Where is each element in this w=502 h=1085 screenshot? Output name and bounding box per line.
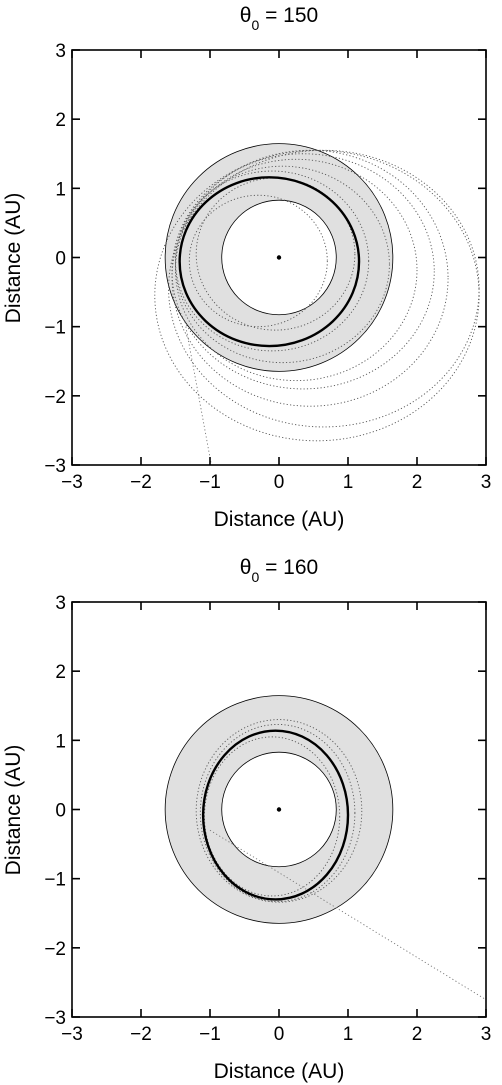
- y-tick-label: 2: [55, 110, 66, 131]
- plot-content: [154, 143, 480, 465]
- x-axis-title: Distance (AU): [214, 508, 345, 531]
- dotted-orbit: [195, 177, 356, 331]
- central-star: [276, 255, 282, 260]
- x-tick-label: 3: [481, 472, 492, 493]
- dotted-orbit: [175, 165, 390, 364]
- panel-theta-150: θ0 = 150 −3 −2 −1 0 1 2 3 3 2 1 0 −1 −2 −3 Distance (…: [2, 4, 491, 531]
- y-tick-label: 0: [55, 801, 66, 822]
- plot-area: −3 −2 −1 0 1 2 3 3 2 1 0 −1 −2 −3: [44, 593, 491, 1045]
- dotted-orbit: [175, 170, 370, 352]
- x-tick-label: 1: [343, 1024, 354, 1045]
- y-axis-title: Distance (AU): [2, 193, 25, 324]
- y-tick-label: 0: [55, 249, 66, 270]
- main-orbit: [178, 176, 361, 348]
- panel-title: θ0 = 150: [240, 4, 318, 33]
- x-tick-label: 0: [274, 1024, 285, 1045]
- y-tick-label: 1: [55, 179, 66, 200]
- x-tick-label: −3: [61, 1024, 83, 1045]
- dotted-orbit: [188, 194, 328, 328]
- x-tick-label: −1: [199, 1024, 221, 1045]
- dotted-orbit: [154, 149, 480, 442]
- dotted-orbit: [204, 736, 341, 897]
- x-tick-label: 3: [481, 1024, 492, 1045]
- central-star: [276, 807, 282, 812]
- dotted-orbit: [171, 153, 435, 390]
- y-tick-label: 3: [55, 41, 66, 62]
- panel-title: θ0 = 160: [240, 556, 318, 585]
- y-tick-label: −1: [44, 870, 66, 891]
- x-tick-label: −3: [61, 472, 83, 493]
- habitable-annulus: [164, 143, 394, 372]
- plot-content: [164, 695, 486, 1001]
- x-tick-label: 1: [343, 472, 354, 493]
- y-axis-title: Distance (AU): [2, 745, 25, 876]
- dotted-orbit: [199, 723, 356, 902]
- y-tick-label: −3: [44, 456, 66, 477]
- main-orbit: [201, 729, 350, 901]
- x-tick-label: 2: [412, 1024, 423, 1045]
- y-tick-label: 3: [55, 593, 66, 614]
- escape-path: [185, 326, 212, 465]
- y-tick-label: −2: [44, 387, 66, 408]
- x-tick-label: 0: [274, 472, 285, 493]
- plot-area: −3 −2 −1 0 1 2 3 3 2 1 0 −1 −2 −3: [44, 41, 491, 493]
- panel-theta-160: θ0 = 160 −3 −2 −1 0 1 2 3 3 2 1 0 −1 −2 −3 Distance (…: [2, 556, 491, 1083]
- y-tick-label: −3: [44, 1008, 66, 1029]
- habitable-annulus: [164, 695, 394, 924]
- x-tick-label: −1: [199, 472, 221, 493]
- x-axis-title: Distance (AU): [214, 1060, 345, 1083]
- x-tick-label: 2: [412, 472, 423, 493]
- dotted-orbit: [175, 158, 418, 382]
- x-tick-label: −2: [130, 1024, 152, 1045]
- y-tick-label: −2: [44, 939, 66, 960]
- x-tick-label: −2: [130, 472, 152, 493]
- y-tick-label: 2: [55, 662, 66, 683]
- y-tick-label: 1: [55, 731, 66, 752]
- dotted-orbit: [195, 719, 363, 903]
- y-tick-label: −1: [44, 318, 66, 339]
